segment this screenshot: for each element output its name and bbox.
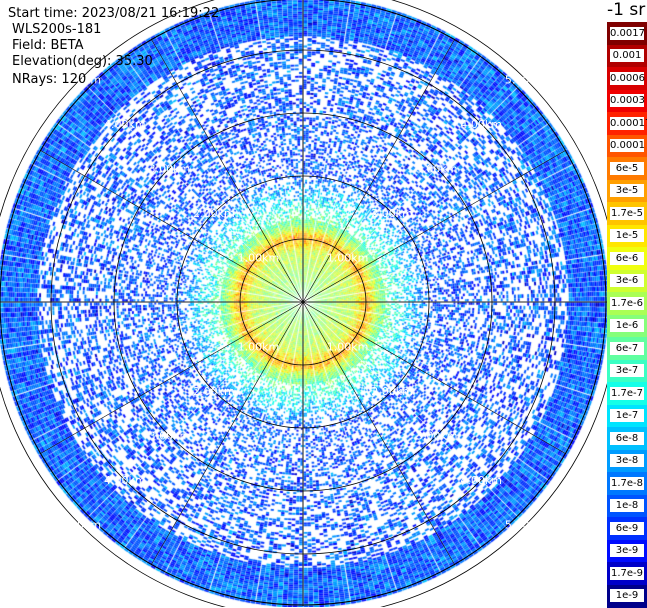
colorbar-tick-label: 1e-8	[610, 499, 644, 513]
range-ring-label: 4.00km	[460, 118, 502, 131]
colorbar-tick-label: 1e-7	[610, 409, 644, 423]
range-ring-label: 1.00km	[327, 341, 369, 354]
ppi-plot	[0, 0, 607, 607]
colorbar-tick-label: 1.7e-5	[610, 206, 644, 220]
colorbar-tick-label: 6e-5	[610, 161, 644, 175]
colorbar-tick-label: 1.7e-9	[610, 566, 644, 580]
range-ring-label: 2.00km	[193, 385, 235, 398]
azimuth-spoke	[39, 149, 304, 303]
azimuth-spoke	[302, 301, 567, 455]
nrays-label: NRays: 120	[12, 72, 87, 87]
range-ring-label: 1.00km	[238, 251, 280, 264]
range-ring-label: 4.00km	[104, 474, 146, 487]
range-ring-label: 2.00km	[193, 207, 235, 220]
range-ring-label: 4.00km	[460, 474, 502, 487]
azimuth-spoke	[302, 149, 567, 303]
range-ring	[0, 0, 607, 607]
range-ring-label: 1.00km	[238, 341, 280, 354]
colorbar-tick-label: 1.7e-7	[610, 386, 644, 400]
range-ring-label: 3.00km	[416, 162, 458, 175]
colorbar-tick-label: 0.0001	[610, 139, 645, 153]
start-time-label: Start time: 2023/08/21 16:19:22	[8, 6, 220, 21]
colorbar-tick-label: 0.0017	[610, 26, 645, 40]
colorbar-tick-label: 1.7e-8	[610, 476, 644, 490]
azimuth-spoke	[302, 301, 456, 566]
colorbar-tick-label: 0.00017	[610, 116, 647, 130]
range-rings-overlay: 1.00km 1.00km 1.00km 1.00km 2.00km 2.00km 2.00…	[0, 0, 607, 607]
range-ring-label: 2.00km	[371, 385, 413, 398]
range-ring-label: 5.00km	[60, 73, 102, 86]
colorbar-tick-label: 3e-9	[610, 544, 644, 558]
colorbar-tick-label: 3e-8	[610, 454, 644, 468]
azimuth-spoke	[302, 38, 456, 303]
colorbar-tick-label: 3e-5	[610, 184, 644, 198]
colorbar-tick-label: 0.0006	[610, 71, 645, 85]
azimuth-spoke	[150, 301, 304, 566]
range-ring-label: 2.00km	[371, 207, 413, 220]
range-ring-label: 3.00km	[149, 430, 191, 443]
range-ring-label: 5.00km	[505, 73, 547, 86]
elevation-label: Elevation(deg): 35.30	[12, 54, 153, 69]
field-label: Field: BETA	[12, 38, 84, 53]
colorbar-tick-label: 6e-8	[610, 431, 644, 445]
colorbar-tick-label: 1e-6	[610, 319, 644, 333]
colorbar-tick-label: 1e-5	[610, 229, 644, 243]
range-ring-label: 3.00km	[149, 162, 191, 175]
colorbar-tick-label: 6e-7	[610, 341, 644, 355]
colorbar-tick-label: 1e-9	[610, 589, 644, 603]
range-ring-label: 1.00km	[327, 251, 369, 264]
instrument-label: WLS200s-181	[12, 22, 102, 37]
range-ring-label: 3.00km	[416, 430, 458, 443]
colorbar-tick-label: 6e-9	[610, 521, 644, 535]
range-ring-label: 5.00km	[60, 519, 102, 532]
colorbar-tick-label: 3e-7	[610, 364, 644, 378]
range-ring-label: 5.00km	[505, 519, 547, 532]
colorbar-tick-label: 0.001	[610, 49, 644, 63]
colorbar: 0.0017 0.001 0.0006 0.0003 0.00017 0.0001 6e-5…	[607, 22, 647, 608]
azimuth-spoke	[150, 38, 304, 303]
colorbar-tick-label: 0.0003	[610, 94, 645, 108]
azimuth-spoke	[39, 301, 304, 455]
colorbar-unit-title: -1 sr	[607, 0, 646, 20]
range-ring-label: 4.00km	[104, 118, 146, 131]
colorbar-tick-label: 1.7e-6	[610, 296, 644, 310]
colorbar-tick-label: 3e-6	[610, 274, 644, 288]
colorbar-tick-label: 6e-6	[610, 251, 644, 265]
